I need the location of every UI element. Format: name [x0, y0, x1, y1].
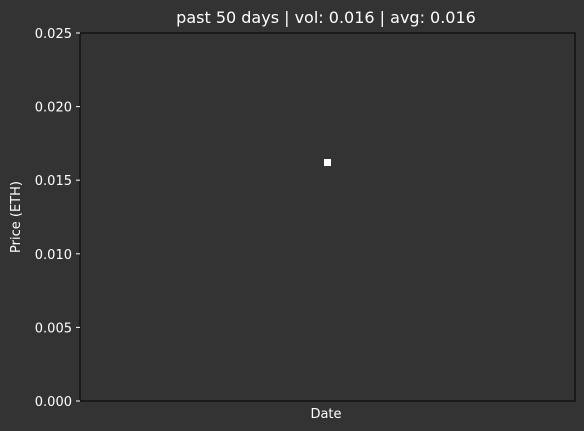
y-axis-label: Price (ETH)	[9, 181, 24, 253]
chart-title: past 50 days | vol: 0.016 | avg: 0.016	[176, 8, 476, 27]
y-tick-label: 0.020	[35, 101, 72, 116]
data-points	[324, 159, 331, 167]
y-axis: 0.000 0.005 0.010 0.015 0.020 0.025	[35, 27, 80, 410]
y-tick-label: 0.025	[35, 27, 72, 42]
y-tick-label: 0.015	[35, 174, 72, 189]
plot-area	[79, 32, 576, 402]
data-point	[324, 159, 331, 167]
y-tick-label: 0.010	[35, 248, 72, 263]
y-tick-label: 0.005	[35, 321, 72, 336]
y-tick-label: 0.000	[35, 395, 72, 410]
x-axis-label: Date	[310, 407, 341, 422]
